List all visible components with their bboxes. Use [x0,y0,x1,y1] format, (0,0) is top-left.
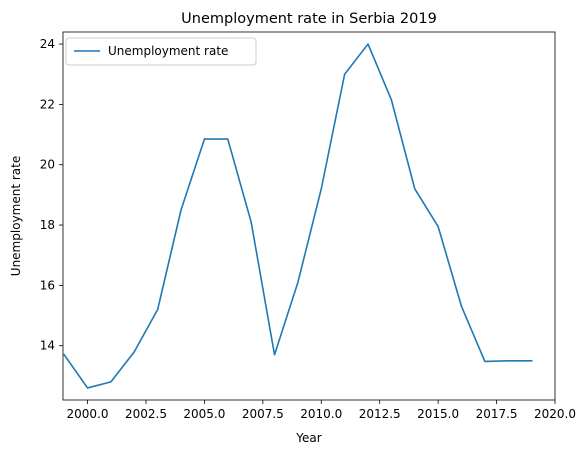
y-tick-label: 20 [40,158,55,172]
x-axis: 2000.0 2002.5 2005.0 2007.5 2010.0 2012.5 2015… [67,400,576,421]
x-tick-label: 2015.0 [417,407,459,421]
x-tick-label: 2017.5 [476,407,518,421]
x-tick-label: 2020.0 [534,407,576,421]
series-line [63,43,533,389]
legend: Unemployment rate [65,37,257,66]
x-tick-label: 2010.0 [300,407,342,421]
x-axis-label: Year [295,431,321,445]
y-tick-label: 22 [40,97,55,111]
y-tick-label: 18 [40,218,55,232]
x-tick-label: 2007.5 [242,407,284,421]
legend-entry: Unemployment rate [108,44,228,58]
plot-spines [62,31,556,401]
chart-title: Unemployment rate in Serbia 2019 [181,11,437,27]
y-tick-label: 24 [40,37,55,51]
y-axis: 14 16 18 20 22 24 [40,37,63,353]
legend-box [65,37,257,66]
x-tick-label: 2002.5 [125,407,167,421]
series-layer [63,43,533,389]
x-tick-label: 2012.5 [359,407,401,421]
y-axis-label: Unemployment rate [9,156,23,276]
x-tick-label: 2000.0 [67,407,109,421]
plot-frame [62,31,556,401]
y-tick-label: 16 [40,278,55,292]
y-tick-label: 14 [40,339,55,353]
x-tick-label: 2005.0 [183,407,225,421]
plot-area [63,32,555,400]
